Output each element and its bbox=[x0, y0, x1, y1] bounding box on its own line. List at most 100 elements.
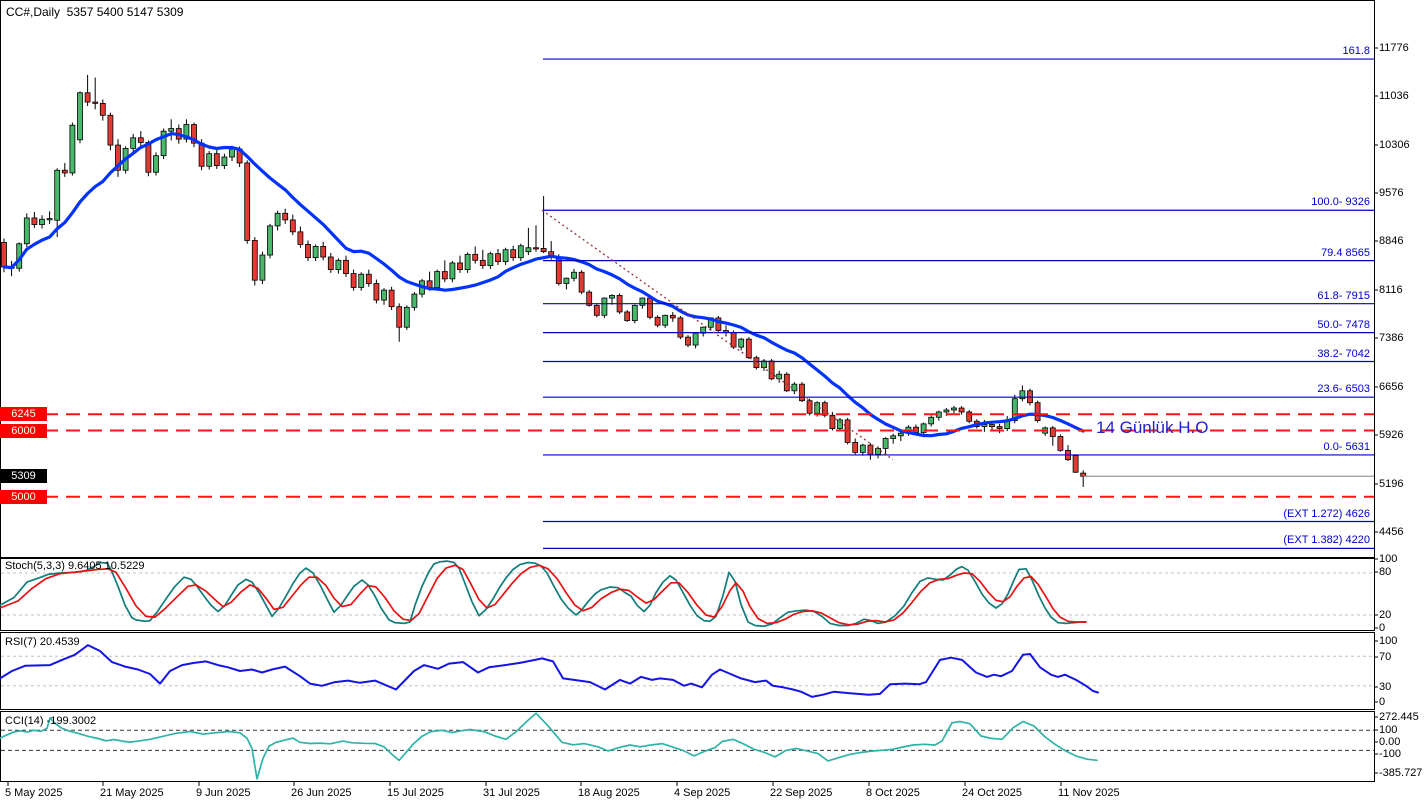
rsi-pane bbox=[0, 644, 1374, 698]
candle-body bbox=[1034, 402, 1041, 421]
price-axis[interactable] bbox=[1374, 47, 1378, 774]
price-axis-label: 9576 bbox=[1379, 187, 1404, 199]
candle bbox=[624, 309, 631, 322]
candle-body bbox=[168, 128, 175, 132]
candle-body bbox=[692, 332, 699, 346]
candle-body bbox=[601, 297, 608, 316]
price-axis-label: 11036 bbox=[1379, 90, 1409, 102]
candle bbox=[381, 288, 387, 305]
candle-body bbox=[1011, 398, 1018, 421]
candle-body bbox=[479, 259, 486, 267]
candle-body bbox=[259, 254, 266, 281]
candle-body bbox=[882, 438, 889, 449]
stochastic-panel[interactable] bbox=[0, 558, 1375, 631]
candle-body bbox=[396, 306, 403, 328]
cci-panel[interactable] bbox=[0, 711, 1375, 782]
price-axis-label: 11776 bbox=[1379, 42, 1409, 54]
candle bbox=[563, 277, 570, 290]
candle-body bbox=[669, 314, 676, 319]
candle-body bbox=[472, 253, 479, 261]
candle-body bbox=[966, 411, 973, 422]
candle bbox=[396, 303, 403, 342]
date-label: 26 Jun 2025 bbox=[291, 787, 352, 799]
candle-body bbox=[837, 419, 843, 429]
candle-body bbox=[609, 295, 615, 299]
price-axis-label: 10306 bbox=[1379, 139, 1410, 151]
candle bbox=[312, 244, 319, 261]
candle bbox=[1072, 454, 1079, 473]
date-label: 22 Sep 2025 bbox=[770, 787, 833, 799]
candle-body bbox=[99, 102, 106, 116]
level-price-badge: 6245 bbox=[0, 407, 47, 422]
indicator-scale-label: 0 bbox=[1379, 696, 1386, 708]
candle bbox=[153, 152, 159, 176]
candle bbox=[487, 251, 494, 269]
candle bbox=[639, 297, 646, 309]
indicator-scale-label: 70 bbox=[1379, 651, 1392, 663]
rsi-indicator-label: RSI(7) 20.4539 bbox=[5, 636, 80, 648]
candle bbox=[274, 210, 281, 231]
candle bbox=[358, 272, 365, 291]
candle-body bbox=[312, 246, 319, 259]
indicator-scale-label: 80 bbox=[1379, 566, 1392, 578]
candle bbox=[738, 337, 745, 351]
candle bbox=[31, 211, 38, 228]
candle bbox=[730, 330, 737, 350]
candle-body bbox=[153, 155, 159, 173]
candle-body bbox=[745, 338, 752, 359]
candle bbox=[115, 139, 121, 177]
candle-body bbox=[928, 416, 935, 425]
candle-body bbox=[464, 253, 471, 270]
price-axis-label: 5196 bbox=[1379, 478, 1404, 490]
candle bbox=[343, 255, 349, 277]
candle-body bbox=[1049, 427, 1056, 437]
candle bbox=[609, 294, 615, 305]
fib-label: 100.0- 9326 bbox=[1311, 196, 1370, 209]
candle bbox=[882, 437, 889, 455]
indicator-scale-label: 0.00 bbox=[1379, 736, 1401, 748]
candle-body bbox=[495, 253, 501, 263]
price-axis-label: 6656 bbox=[1379, 381, 1404, 393]
candle-body bbox=[191, 124, 197, 144]
rsi-panel[interactable] bbox=[0, 632, 1375, 710]
fib-label: 0.0- 5631 bbox=[1323, 440, 1370, 453]
candle-body bbox=[426, 280, 433, 288]
candle-body bbox=[943, 409, 950, 413]
candle bbox=[282, 208, 289, 224]
candle-body bbox=[92, 101, 99, 104]
main-chart-panel[interactable] bbox=[0, 0, 1375, 558]
date-label: 11 Nov 2025 bbox=[1058, 787, 1120, 799]
candle-body bbox=[897, 432, 904, 437]
candle bbox=[966, 409, 973, 424]
candle-body bbox=[654, 316, 661, 326]
date-label: 18 Aug 2025 bbox=[578, 787, 640, 799]
candle-body bbox=[23, 217, 30, 245]
candle bbox=[517, 243, 524, 261]
candle bbox=[1049, 425, 1056, 446]
candle bbox=[890, 433, 897, 444]
candle-body bbox=[1072, 455, 1079, 473]
stoch-k-line bbox=[0, 560, 1087, 628]
candle bbox=[191, 122, 197, 148]
candle-body bbox=[571, 271, 577, 279]
candle-body bbox=[768, 360, 775, 380]
candle bbox=[715, 315, 722, 332]
candle bbox=[1034, 400, 1041, 423]
candle bbox=[441, 260, 448, 283]
candle-body bbox=[327, 256, 334, 270]
candle-body bbox=[783, 373, 790, 392]
candle bbox=[449, 260, 456, 283]
fib-label: 79.4 8565 bbox=[1321, 246, 1370, 259]
candle-body bbox=[137, 137, 144, 143]
candle bbox=[350, 269, 357, 291]
indicator-scale-label: 100 bbox=[1379, 724, 1398, 736]
candle bbox=[160, 128, 167, 159]
date-axis[interactable] bbox=[7, 781, 1062, 786]
fib-label: 50.0- 7478 bbox=[1317, 318, 1370, 331]
candle-body bbox=[457, 262, 463, 270]
indicator-scale-label: 272.445 bbox=[1379, 711, 1419, 723]
candle-body bbox=[586, 291, 593, 306]
candle bbox=[365, 269, 372, 287]
candle-body bbox=[487, 253, 494, 267]
